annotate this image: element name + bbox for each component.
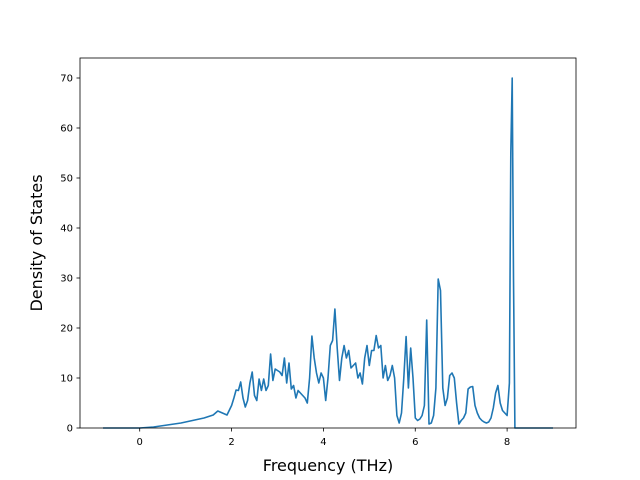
plot-frame — [79, 57, 577, 429]
y-tick-label: 60 — [60, 124, 73, 135]
plot-background — [80, 58, 576, 428]
x-tick-label: 8 — [504, 437, 510, 448]
y-tick-label: 70 — [60, 74, 73, 85]
x-tick-label: 6 — [412, 437, 418, 448]
y-axis-ticks: 0 10 20 30 40 50 60 70 — [60, 74, 80, 435]
y-tick-label: 0 — [67, 424, 73, 435]
y-tick-label: 40 — [60, 224, 73, 235]
x-axis-ticks: 0 2 4 6 8 — [137, 428, 510, 448]
y-tick-label: 10 — [60, 374, 73, 385]
y-tick-label: 50 — [60, 174, 73, 185]
x-tick-label: 4 — [320, 437, 326, 448]
series-line-0 — [103, 77, 553, 429]
y-tick-label: 30 — [60, 274, 73, 285]
y-axis-label: Density of States — [27, 174, 46, 311]
series-layer — [103, 77, 553, 429]
x-axis-label: Frequency (THz) — [263, 456, 393, 475]
x-tick-label: 0 — [137, 437, 143, 448]
y-tick-label: 20 — [60, 324, 73, 335]
x-tick-label: 2 — [228, 437, 234, 448]
